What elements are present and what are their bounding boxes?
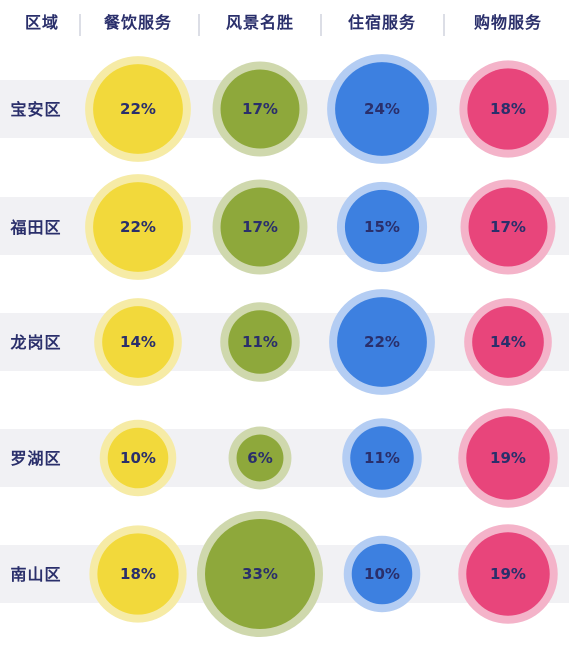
bubble-value-label: 19%	[490, 449, 526, 467]
column-header-scenic: 风景名胜	[226, 13, 294, 32]
bubble-value-label: 15%	[364, 218, 400, 236]
bubble-value-label: 11%	[242, 333, 278, 351]
bubble	[102, 306, 174, 378]
bubble	[93, 182, 183, 272]
row-label: 宝安区	[10, 100, 61, 119]
bubble	[344, 189, 420, 265]
bubble	[468, 187, 548, 267]
bubble	[467, 68, 549, 150]
bubble	[205, 519, 315, 629]
bubble	[236, 434, 284, 482]
row-label: 罗湖区	[10, 449, 61, 468]
bubble	[107, 427, 169, 489]
row-label: 福田区	[9, 218, 61, 237]
bubble-value-label: 24%	[364, 100, 400, 118]
bubble	[228, 310, 292, 374]
bubble-value-label: 6%	[247, 449, 272, 467]
bubble-value-label: 18%	[490, 100, 526, 118]
row-header-label: 区域	[25, 13, 59, 32]
bubble	[350, 426, 414, 490]
bubble-value-label: 11%	[364, 449, 400, 467]
bubble	[351, 543, 413, 605]
bubble-value-label: 17%	[242, 100, 278, 118]
bubble	[466, 532, 550, 616]
bubble-value-label: 10%	[120, 449, 156, 467]
bubble	[97, 533, 179, 615]
row-label: 龙岗区	[9, 333, 61, 352]
bubble-value-label: 14%	[120, 333, 156, 351]
bubble-value-label: 17%	[490, 218, 526, 236]
bubble	[220, 69, 300, 149]
bubble-value-label: 10%	[364, 565, 400, 583]
bubble	[93, 64, 183, 154]
column-header-dining: 餐饮服务	[103, 13, 172, 32]
bubble	[337, 297, 427, 387]
bubble-value-label: 17%	[242, 218, 278, 236]
row-label: 南山区	[10, 565, 61, 584]
bubble	[220, 187, 300, 267]
bubble	[335, 62, 429, 156]
bubble-value-label: 22%	[120, 100, 156, 118]
bubble	[472, 306, 544, 378]
bubble-value-label: 19%	[490, 565, 526, 583]
bubble-value-label: 18%	[120, 565, 156, 583]
bubble-value-label: 33%	[242, 565, 278, 583]
bubble-value-label: 22%	[364, 333, 400, 351]
bubble	[466, 416, 550, 500]
column-header-shopping: 购物服务	[474, 13, 542, 32]
bubble-value-label: 22%	[120, 218, 156, 236]
bubble-value-label: 14%	[490, 333, 526, 351]
column-header-lodging: 住宿服务	[348, 13, 416, 32]
